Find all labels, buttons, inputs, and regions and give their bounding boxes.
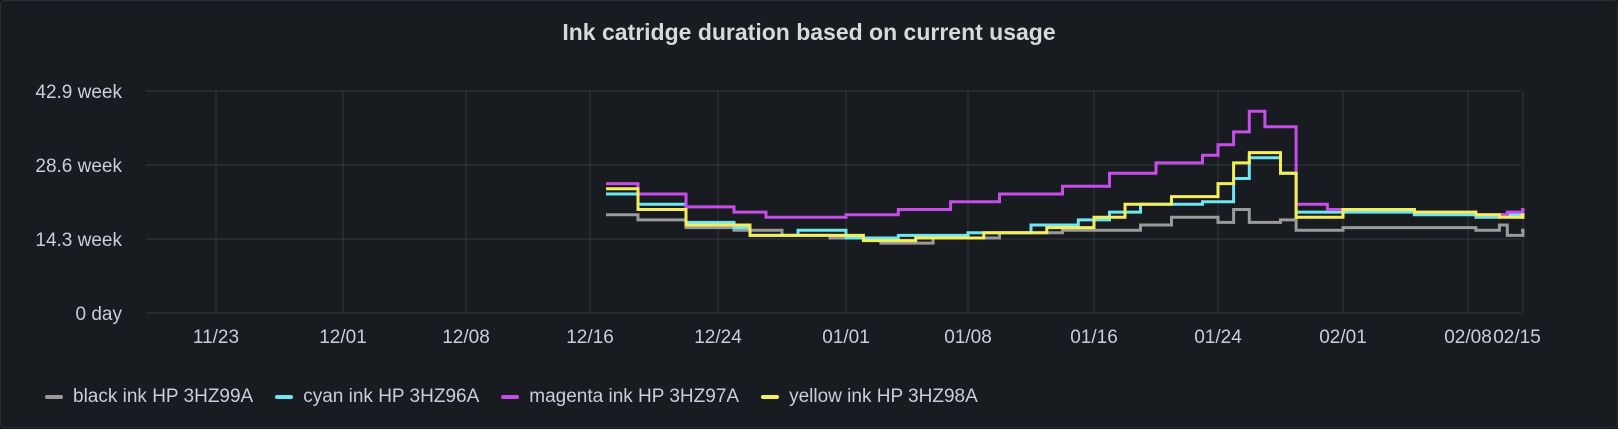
chart-legend: black ink HP 3HZ99A cyan ink HP 3HZ96A mag…	[45, 386, 978, 408]
legend-item[interactable]: black ink HP 3HZ99A	[45, 386, 253, 408]
y-tick-label: 42.9 week	[35, 82, 122, 103]
x-tick-label: 01/24	[1194, 327, 1242, 348]
y-tick-label: 0 day	[76, 304, 123, 325]
chart-series	[606, 109, 1525, 245]
x-tick-label: 01/16	[1070, 327, 1118, 348]
legend-swatch	[275, 395, 294, 399]
chart-grid	[146, 90, 1524, 314]
x-tick-label: 12/16	[566, 327, 614, 348]
x-tick-label: 12/01	[319, 327, 367, 348]
x-tick-label: 02/08	[1444, 327, 1492, 348]
legend-label: cyan ink HP 3HZ96A	[303, 386, 480, 407]
legend-label: black ink HP 3HZ99A	[73, 386, 254, 407]
legend-item[interactable]: magenta ink HP 3HZ97A	[501, 386, 739, 408]
y-tick-label: 14.3 week	[35, 230, 122, 251]
x-tick-label: 12/08	[442, 327, 490, 348]
y-axis-ticks: 0 day 14.3 week 28.6 week 42.9 week	[35, 82, 122, 325]
x-axis-ticks: 11/23 12/01 12/08 12/16 12/24 01/01 01/08 01/16…	[193, 327, 1541, 348]
series-line[interactable]	[606, 208, 1525, 245]
x-tick-label: 01/01	[822, 327, 870, 348]
series-line[interactable]	[606, 109, 1525, 219]
x-tick-label: 02/01	[1319, 327, 1367, 348]
legend-swatch	[45, 395, 63, 399]
x-tick-label: 01/08	[944, 327, 992, 348]
legend-swatch	[501, 395, 520, 399]
x-tick-label: 12/24	[694, 327, 742, 348]
y-tick-label: 28.6 week	[35, 156, 122, 177]
series-line[interactable]	[606, 151, 1525, 243]
legend-item[interactable]: yellow ink HP 3HZ98A	[761, 386, 978, 408]
legend-swatch	[761, 395, 780, 399]
chart-title: Ink catridge duration based on current u…	[562, 19, 1056, 45]
legend-label: magenta ink HP 3HZ97A	[529, 386, 740, 407]
legend-item[interactable]: cyan ink HP 3HZ96A	[275, 386, 479, 408]
legend-label: yellow ink HP 3HZ98A	[789, 386, 978, 407]
x-tick-label: 11/23	[193, 327, 239, 348]
x-tick-label: 02/15	[1493, 327, 1541, 348]
